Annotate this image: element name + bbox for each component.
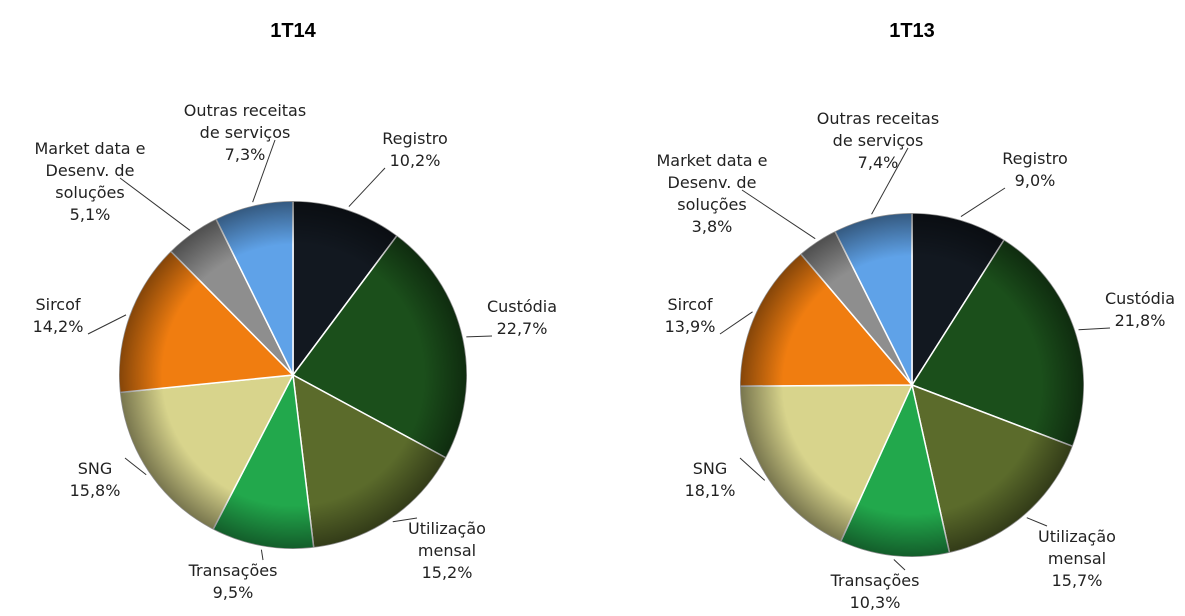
slice-value: 9,0% [1014,171,1056,190]
leader-line [466,335,493,338]
slice-label: Outras receitas de serviços 7,3% [165,100,325,166]
slice-value: 15,7% [1051,571,1103,590]
leader-line [348,167,386,207]
slice-label: SNG 15,8% [15,458,175,502]
slice-name: Outras receitas de serviços [183,101,307,142]
slice-value: 13,9% [664,317,716,336]
slice-value: 10,3% [849,593,901,612]
slice-name: Registro [1002,149,1068,168]
slice-name: Sircof [35,295,81,314]
slice-label: Market data e Desenv. de soluções 5,1% [10,138,170,226]
slice-name: Utilização mensal [1038,527,1116,568]
slice-value: 10,2% [389,151,441,170]
leader-line [260,549,264,561]
slice-value: 14,2% [32,317,84,336]
slice-label: Custódia 21,8% [1060,288,1185,332]
slice-label: Sircof 13,9% [610,294,770,338]
slice-value: 5,1% [69,205,111,224]
chart-title: 1T13 [889,20,935,42]
leader-line [1026,517,1048,527]
slice-name: Sircof [667,295,713,314]
slice-value: 22,7% [496,319,548,338]
slice-label: Custódia 22,7% [442,296,602,340]
slice-label: Transações 10,3% [795,570,955,614]
slice-name: Custódia [1104,289,1176,308]
slice-label: SNG 18,1% [630,458,790,502]
slice-label: Sircof 14,2% [0,294,138,338]
slice-name: Market data e Desenv. de soluções [34,139,146,202]
slice-value: 7,3% [224,145,266,164]
leader-line [871,147,909,215]
slice-name: Utilização mensal [408,519,486,560]
leader-line [252,139,276,203]
slice-value: 15,8% [69,481,121,500]
slice-name: Registro [382,129,448,148]
chart-title: 1T14 [270,20,316,42]
slice-label: Outras receitas de serviços 7,4% [798,108,958,174]
leader-line [960,187,1006,217]
slice-name: SNG [77,459,113,478]
slice-label: Registro 10,2% [335,128,495,172]
slice-name: Custódia [486,297,558,316]
slice-value: 18,1% [684,481,736,500]
slice-label: Transações 9,5% [153,560,313,604]
slice-value: 9,5% [212,583,254,602]
slice-name: Transações [188,561,278,580]
slice-label: Market data e Desenv. de soluções 3,8% [632,150,792,238]
slice-name: SNG [692,459,728,478]
slice-value: 21,8% [1114,311,1166,330]
slice-label: Utilização mensal 15,2% [367,518,527,584]
slice-label: Registro 9,0% [955,148,1115,192]
slice-name: Outras receitas de serviços [816,109,940,150]
slice-label: Utilização mensal 15,7% [997,526,1157,592]
slice-value: 3,8% [691,217,733,236]
leader-line [893,559,906,571]
slice-name: Transações [830,571,920,590]
slice-name: Market data e Desenv. de soluções [656,151,768,214]
slice-value: 7,4% [857,153,899,172]
slice-value: 15,2% [421,563,473,582]
